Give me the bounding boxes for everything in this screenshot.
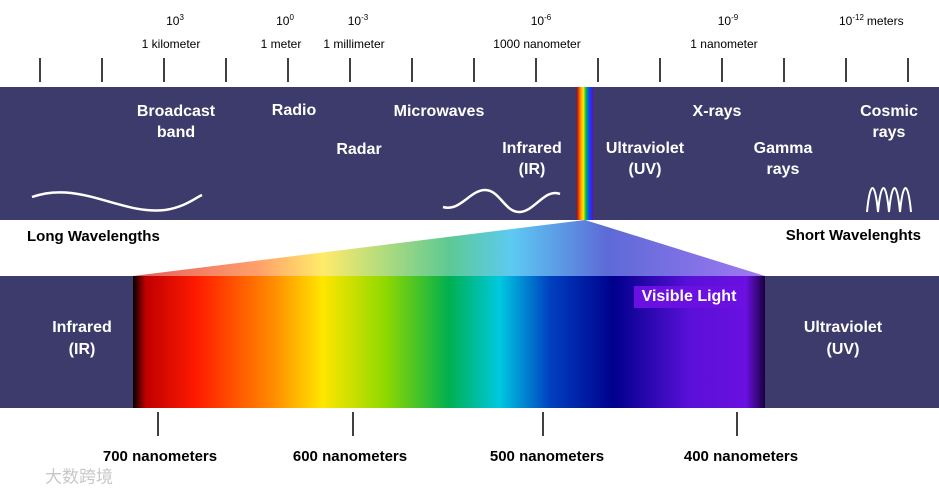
power-exponent: -12: [852, 13, 864, 22]
power-base: 10: [718, 14, 732, 28]
ticks: [39, 58, 909, 436]
scale-label: 1000 nanometer: [493, 37, 580, 51]
visible-light-label: Visible Light: [642, 288, 738, 305]
scale-power: 103: [166, 13, 184, 28]
fan: [133, 220, 765, 276]
band-label: Microwaves: [394, 103, 485, 120]
ultraviolet-label: Ultraviolet: [804, 319, 883, 336]
band-label: X-rays: [693, 103, 742, 120]
band-label: Gamma: [754, 140, 813, 157]
power-exponent: -3: [361, 13, 369, 22]
scale-label: 1 millimeter: [323, 37, 384, 51]
short-wave: [866, 187, 912, 213]
power-unit: meters: [867, 14, 904, 28]
scale-power: 10-9: [718, 13, 739, 28]
band-label: rays: [767, 161, 800, 178]
power-base: 10: [166, 14, 180, 28]
wavelength-label: 500 nanometers: [490, 448, 604, 465]
band-label: Infrared: [502, 140, 562, 157]
long-wave: [31, 191, 203, 212]
wavelength-label: 400 nanometers: [684, 448, 798, 465]
scale-label: 1 nanometer: [690, 37, 757, 51]
power-base: 10: [276, 14, 290, 28]
scale-power: 10-6: [531, 13, 552, 28]
band-label: (UV): [629, 161, 662, 178]
band-label: (IR): [519, 161, 546, 178]
band-label: band: [157, 124, 195, 141]
scale-power: 10-12 meters: [839, 13, 904, 28]
power-base: 10: [839, 14, 853, 28]
power-exponent: 0: [289, 13, 294, 22]
power-exponent: -6: [544, 13, 552, 22]
infrared-label: Infrared: [52, 319, 112, 336]
power-base: 10: [531, 14, 545, 28]
wavelength-label: 700 nanometers: [103, 448, 217, 465]
band-label: Radio: [272, 102, 317, 119]
scale-label: 1 meter: [261, 37, 302, 51]
long-wavelengths: Long Wavelengths: [27, 228, 160, 245]
band-label: Cosmic: [860, 103, 918, 120]
mid-wave: [442, 188, 561, 214]
band-label: Radar: [336, 141, 381, 158]
scale-power: 100: [276, 13, 294, 28]
band-label: Ultraviolet: [606, 140, 685, 157]
visible-strip: [577, 87, 593, 220]
watermark: 大数跨境: [45, 467, 113, 486]
infrared-label: (IR): [69, 341, 96, 358]
power-exponent: -9: [731, 13, 739, 22]
ultraviolet-label: (UV): [827, 341, 860, 358]
visible-label-bg: [634, 286, 744, 308]
band-label: rays: [873, 124, 906, 141]
short-wavelengths: Short Wavelenghts: [786, 227, 921, 244]
scale-power: 10-3: [348, 13, 369, 28]
wavelength-label: 600 nanometers: [293, 448, 407, 465]
power-base: 10: [348, 14, 362, 28]
power-exponent: 3: [179, 13, 184, 22]
scale-label: 1 kilometer: [142, 37, 201, 51]
band-label: Broadcast: [137, 103, 216, 120]
